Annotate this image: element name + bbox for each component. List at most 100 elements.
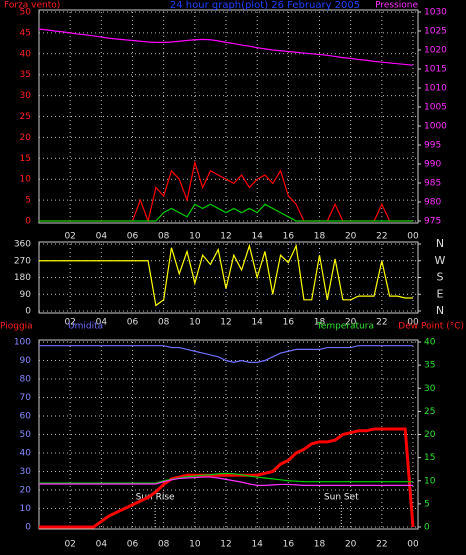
y-tick-label: 180	[14, 273, 31, 283]
y2-tick-label: 30	[424, 384, 436, 394]
series-line	[39, 427, 415, 529]
x-tick-label: 08	[158, 318, 170, 328]
y-tick-label: 90	[20, 290, 32, 300]
x-tick-label: 20	[345, 232, 357, 242]
y2-tick-label: N	[436, 237, 444, 250]
y-tick-label: 40	[20, 49, 32, 59]
x-tick-label: 00	[407, 540, 419, 550]
x-tick-label: 02	[64, 232, 75, 242]
x-tick-label: 12	[220, 318, 231, 328]
y-tick-label: 10	[20, 175, 32, 185]
x-tick-label: 20	[345, 540, 357, 550]
x-tick-label: 06	[127, 232, 139, 242]
y-tick-label: 0	[25, 523, 31, 533]
y2-tick-label: 25	[424, 407, 435, 417]
axis-title: Dew Point (°C)	[398, 322, 464, 332]
x-tick-label: 18	[314, 540, 326, 550]
y-tick-label: 20	[20, 486, 32, 496]
y-tick-label: 50	[20, 430, 32, 440]
series-line	[39, 472, 413, 484]
x-tick-label: 12	[220, 540, 231, 550]
x-tick-label: 10	[189, 232, 201, 242]
y-tick-label: 25	[20, 112, 31, 122]
axis-title: Umidita	[68, 322, 103, 332]
y-tick-label: 40	[20, 449, 32, 459]
annotation: Sun Set	[324, 493, 359, 503]
x-tick-label: 14	[251, 232, 263, 242]
x-tick-label: 00	[407, 232, 419, 242]
x-tick-label: 06	[127, 540, 139, 550]
axis-title: Pioggia	[0, 322, 33, 332]
axis-title: Pressione	[375, 1, 418, 11]
y2-tick-label: N	[436, 304, 444, 317]
y-tick-label: 60	[20, 412, 32, 422]
x-tick-label: 16	[283, 232, 295, 242]
y2-tick-label: 975	[424, 217, 441, 227]
series-line	[39, 476, 413, 486]
y-tick-label: 35	[20, 70, 31, 80]
y2-tick-label: 10	[424, 476, 436, 486]
x-tick-label: 16	[283, 318, 295, 328]
y2-tick-label: 35	[424, 361, 435, 371]
y-tick-label: 90	[20, 356, 32, 366]
y-tick-label: 100	[14, 338, 31, 348]
y2-tick-label: 1005	[424, 103, 447, 113]
y-tick-label: 360	[14, 240, 31, 250]
y2-tick-label: 990	[424, 160, 441, 170]
x-tick-label: 08	[158, 540, 170, 550]
x-tick-label: 10	[189, 540, 201, 550]
y-tick-label: 15	[20, 154, 31, 164]
x-tick-label: 02	[64, 318, 75, 328]
y-tick-label: 20	[20, 133, 32, 143]
y-tick-label: 0	[25, 217, 31, 227]
series-line	[39, 203, 413, 222]
chart-title: 24 hour graph(plot) 26 February 2005	[170, 0, 360, 11]
y-tick-label: 0	[25, 307, 31, 317]
x-tick-label: 14	[251, 318, 263, 328]
y2-tick-label: 1030	[424, 8, 447, 18]
x-tick-label: 22	[376, 232, 387, 242]
x-tick-label: 22	[376, 318, 387, 328]
y2-tick-label: W	[435, 254, 446, 267]
x-tick-label: 06	[127, 318, 139, 328]
y2-tick-label: 0	[424, 523, 430, 533]
y-tick-label: 50	[20, 8, 32, 18]
y2-tick-label: 1015	[424, 65, 447, 75]
series-line	[39, 345, 413, 363]
x-tick-label: 14	[251, 540, 263, 550]
x-tick-label: 10	[189, 318, 201, 328]
x-tick-label: 18	[314, 232, 326, 242]
axis-title: Temperatura	[316, 322, 374, 332]
y2-tick-label: 980	[424, 198, 441, 208]
x-tick-label: 12	[220, 232, 231, 242]
x-tick-label: 04	[96, 318, 108, 328]
y2-tick-label: 1010	[424, 84, 447, 94]
y-tick-label: 30	[20, 91, 32, 101]
series-line	[39, 243, 413, 307]
y-tick-label: 5	[25, 196, 31, 206]
y-tick-label: 270	[14, 256, 31, 266]
annotation: Sun Rise	[136, 493, 175, 503]
axis-title: Forza vento)	[4, 1, 60, 11]
y-tick-label: 70	[20, 393, 32, 403]
y2-tick-label: 15	[424, 453, 435, 463]
x-tick-label: 04	[96, 540, 108, 550]
y2-tick-label: S	[437, 271, 444, 284]
y2-tick-label: E	[437, 287, 444, 300]
x-tick-label: 00	[407, 318, 419, 328]
x-tick-label: 16	[283, 540, 295, 550]
x-tick-label: 08	[158, 232, 170, 242]
y-tick-label: 80	[20, 375, 32, 385]
y-tick-label: 45	[20, 28, 31, 38]
y2-tick-label: 1020	[424, 46, 447, 56]
x-tick-label: 20	[345, 318, 357, 328]
x-tick-label: 22	[376, 540, 387, 550]
y2-tick-label: 985	[424, 179, 441, 189]
y2-tick-label: 1000	[424, 122, 447, 132]
y2-tick-label: 20	[424, 430, 436, 440]
x-tick-label: 04	[96, 232, 108, 242]
x-tick-label: 18	[314, 318, 326, 328]
y2-tick-label: 1025	[424, 27, 447, 37]
x-tick-label: 02	[64, 540, 75, 550]
